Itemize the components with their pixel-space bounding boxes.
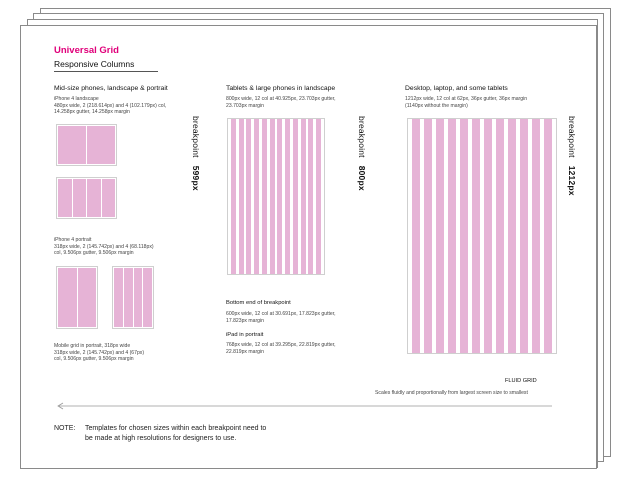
landscape-grid-4col [56, 177, 117, 219]
mid-mobile-text: Mobile grid in portrait, 318px wide 318p… [54, 343, 144, 363]
grid-column [230, 119, 236, 274]
grid-column [496, 119, 504, 353]
bottom-breakpoint-line: 17.823px margin [226, 317, 264, 324]
mid-landscape-text: iPhone 4 landscape 480px wide, 2 (218.61… [54, 96, 166, 116]
portrait-grid-4col [112, 266, 154, 329]
bottom-breakpoint-line: 600px wide, 12 col at 30.691px, 17.823px… [226, 311, 336, 317]
desktop-grid-12col [407, 118, 557, 354]
grid-column [460, 119, 468, 353]
grid-column [484, 119, 492, 353]
tablet-heading: Tablets & large phones in landscape [226, 85, 336, 92]
mid-portrait-text: iPhone 4 portrait 318px wide, 2 (145.742… [54, 237, 154, 257]
breakpoint-value: 599px [191, 165, 201, 191]
grid-column [114, 268, 123, 327]
tablet-line: 800px wide, 12 col at 40.925px, 23.703px… [226, 96, 336, 102]
bottom-breakpoint-heading: Bottom end of breakpoint [226, 300, 291, 306]
grid-column [77, 268, 96, 327]
fluid-grid-title: FLUID GRID [505, 378, 537, 384]
desktop-text: 1212px wide, 12 col at 62px, 36px gutter… [405, 96, 527, 109]
page-title: Universal Grid [54, 45, 119, 56]
main-sheet: Universal Grid Responsive Columns Mid-si… [20, 25, 597, 469]
mid-landscape-line: iPhone 4 landscape [54, 96, 99, 102]
ipad-line: 22.819px margin [226, 348, 264, 355]
grid-column [472, 119, 480, 353]
grid-column [292, 119, 298, 274]
desktop-line: 1212px wide, 12 col at 62px, 36px gutter… [405, 96, 528, 102]
grid-column [308, 119, 314, 274]
tablet-text: 800px wide, 12 col at 40.925px, 23.703px… [226, 96, 336, 109]
note-line-2: be made at high resolutions for designer… [85, 435, 237, 442]
ipad-text: 768px wide, 12 col at 39.295px, 22.819px… [226, 342, 336, 355]
grid-column [412, 119, 420, 353]
mid-mobile-line: 318px wide, 2 (145.742px) and 4 (67px) [54, 349, 145, 356]
grid-column [436, 119, 444, 353]
grid-column [544, 119, 552, 353]
desktop-heading: Desktop, laptop, and some tablets [405, 85, 508, 92]
tablet-grid-12col [227, 118, 325, 275]
breakpoint-value: 1212px [567, 165, 577, 196]
grid-column [72, 179, 86, 217]
ipad-heading: iPad in portrait [226, 332, 264, 338]
grid-column [58, 268, 77, 327]
grid-column [424, 119, 432, 353]
grid-column [123, 268, 133, 327]
mid-mobile-line: Mobile grid in portrait, 318px wide [54, 343, 131, 349]
note-label: NOTE: [54, 425, 76, 432]
page-subtitle: Responsive Columns [54, 59, 135, 69]
grid-column [261, 119, 267, 274]
mid-portrait-line: 318px wide, 2 (145.742px) and 4 (68.118p… [54, 243, 154, 250]
grid-column [87, 179, 101, 217]
title-divider [54, 71, 158, 72]
grid-column [532, 119, 540, 353]
breakpoint-word: breakpoint [357, 116, 367, 158]
breakpoint-1212-label: breakpoint 1212px [567, 116, 577, 196]
grid-column [300, 119, 306, 274]
ipad-line: 768px wide, 12 col at 39.295px, 22.819px… [226, 342, 336, 348]
grid-column [448, 119, 456, 353]
breakpoint-word: breakpoint [567, 116, 577, 158]
fluid-arrow [57, 402, 552, 410]
note-line-1: Templates for chosen sizes within each b… [85, 425, 267, 432]
mid-landscape-line: 14.258px gutter, 14.258px margin [54, 109, 130, 116]
mid-portrait-line: col, 9.506px gutter, 9.506px margin [54, 250, 134, 257]
grid-column [246, 119, 252, 274]
grid-column [277, 119, 283, 274]
grid-column [58, 126, 86, 164]
mid-portrait-line: iPhone 4 portrait [54, 237, 92, 243]
grid-column [87, 126, 115, 164]
grid-column [254, 119, 260, 274]
grid-column [143, 268, 152, 327]
grid-column [238, 119, 244, 274]
mid-landscape-line: 480px wide, 2 (218.614px) and 4 (102.179… [54, 102, 167, 109]
grid-column [269, 119, 275, 274]
grid-column [101, 179, 115, 217]
grid-column [508, 119, 516, 353]
breakpoint-599-label: breakpoint 599px [191, 116, 201, 191]
grid-column [58, 179, 72, 217]
mid-heading: Mid-size phones, landscape & portrait [54, 85, 168, 92]
grid-column [133, 268, 143, 327]
fluid-grid-description: Scales fluidly and proportionally from l… [375, 390, 528, 396]
breakpoint-word: breakpoint [191, 116, 201, 158]
breakpoint-value: 800px [357, 165, 367, 191]
breakpoint-800-label: breakpoint 800px [357, 116, 367, 191]
grid-column [520, 119, 528, 353]
landscape-grid-2col [56, 124, 117, 166]
bottom-breakpoint-text: 600px wide, 12 col at 30.691px, 17.823px… [226, 311, 336, 324]
grid-column [285, 119, 291, 274]
desktop-line: (1140px without the margin) [405, 102, 468, 109]
mid-mobile-line: col, 9.506px gutter, 9.506px margin [54, 356, 134, 363]
tablet-line: 23.703px margin [226, 102, 264, 109]
portrait-grid-2col [56, 266, 98, 329]
grid-column [316, 119, 322, 274]
